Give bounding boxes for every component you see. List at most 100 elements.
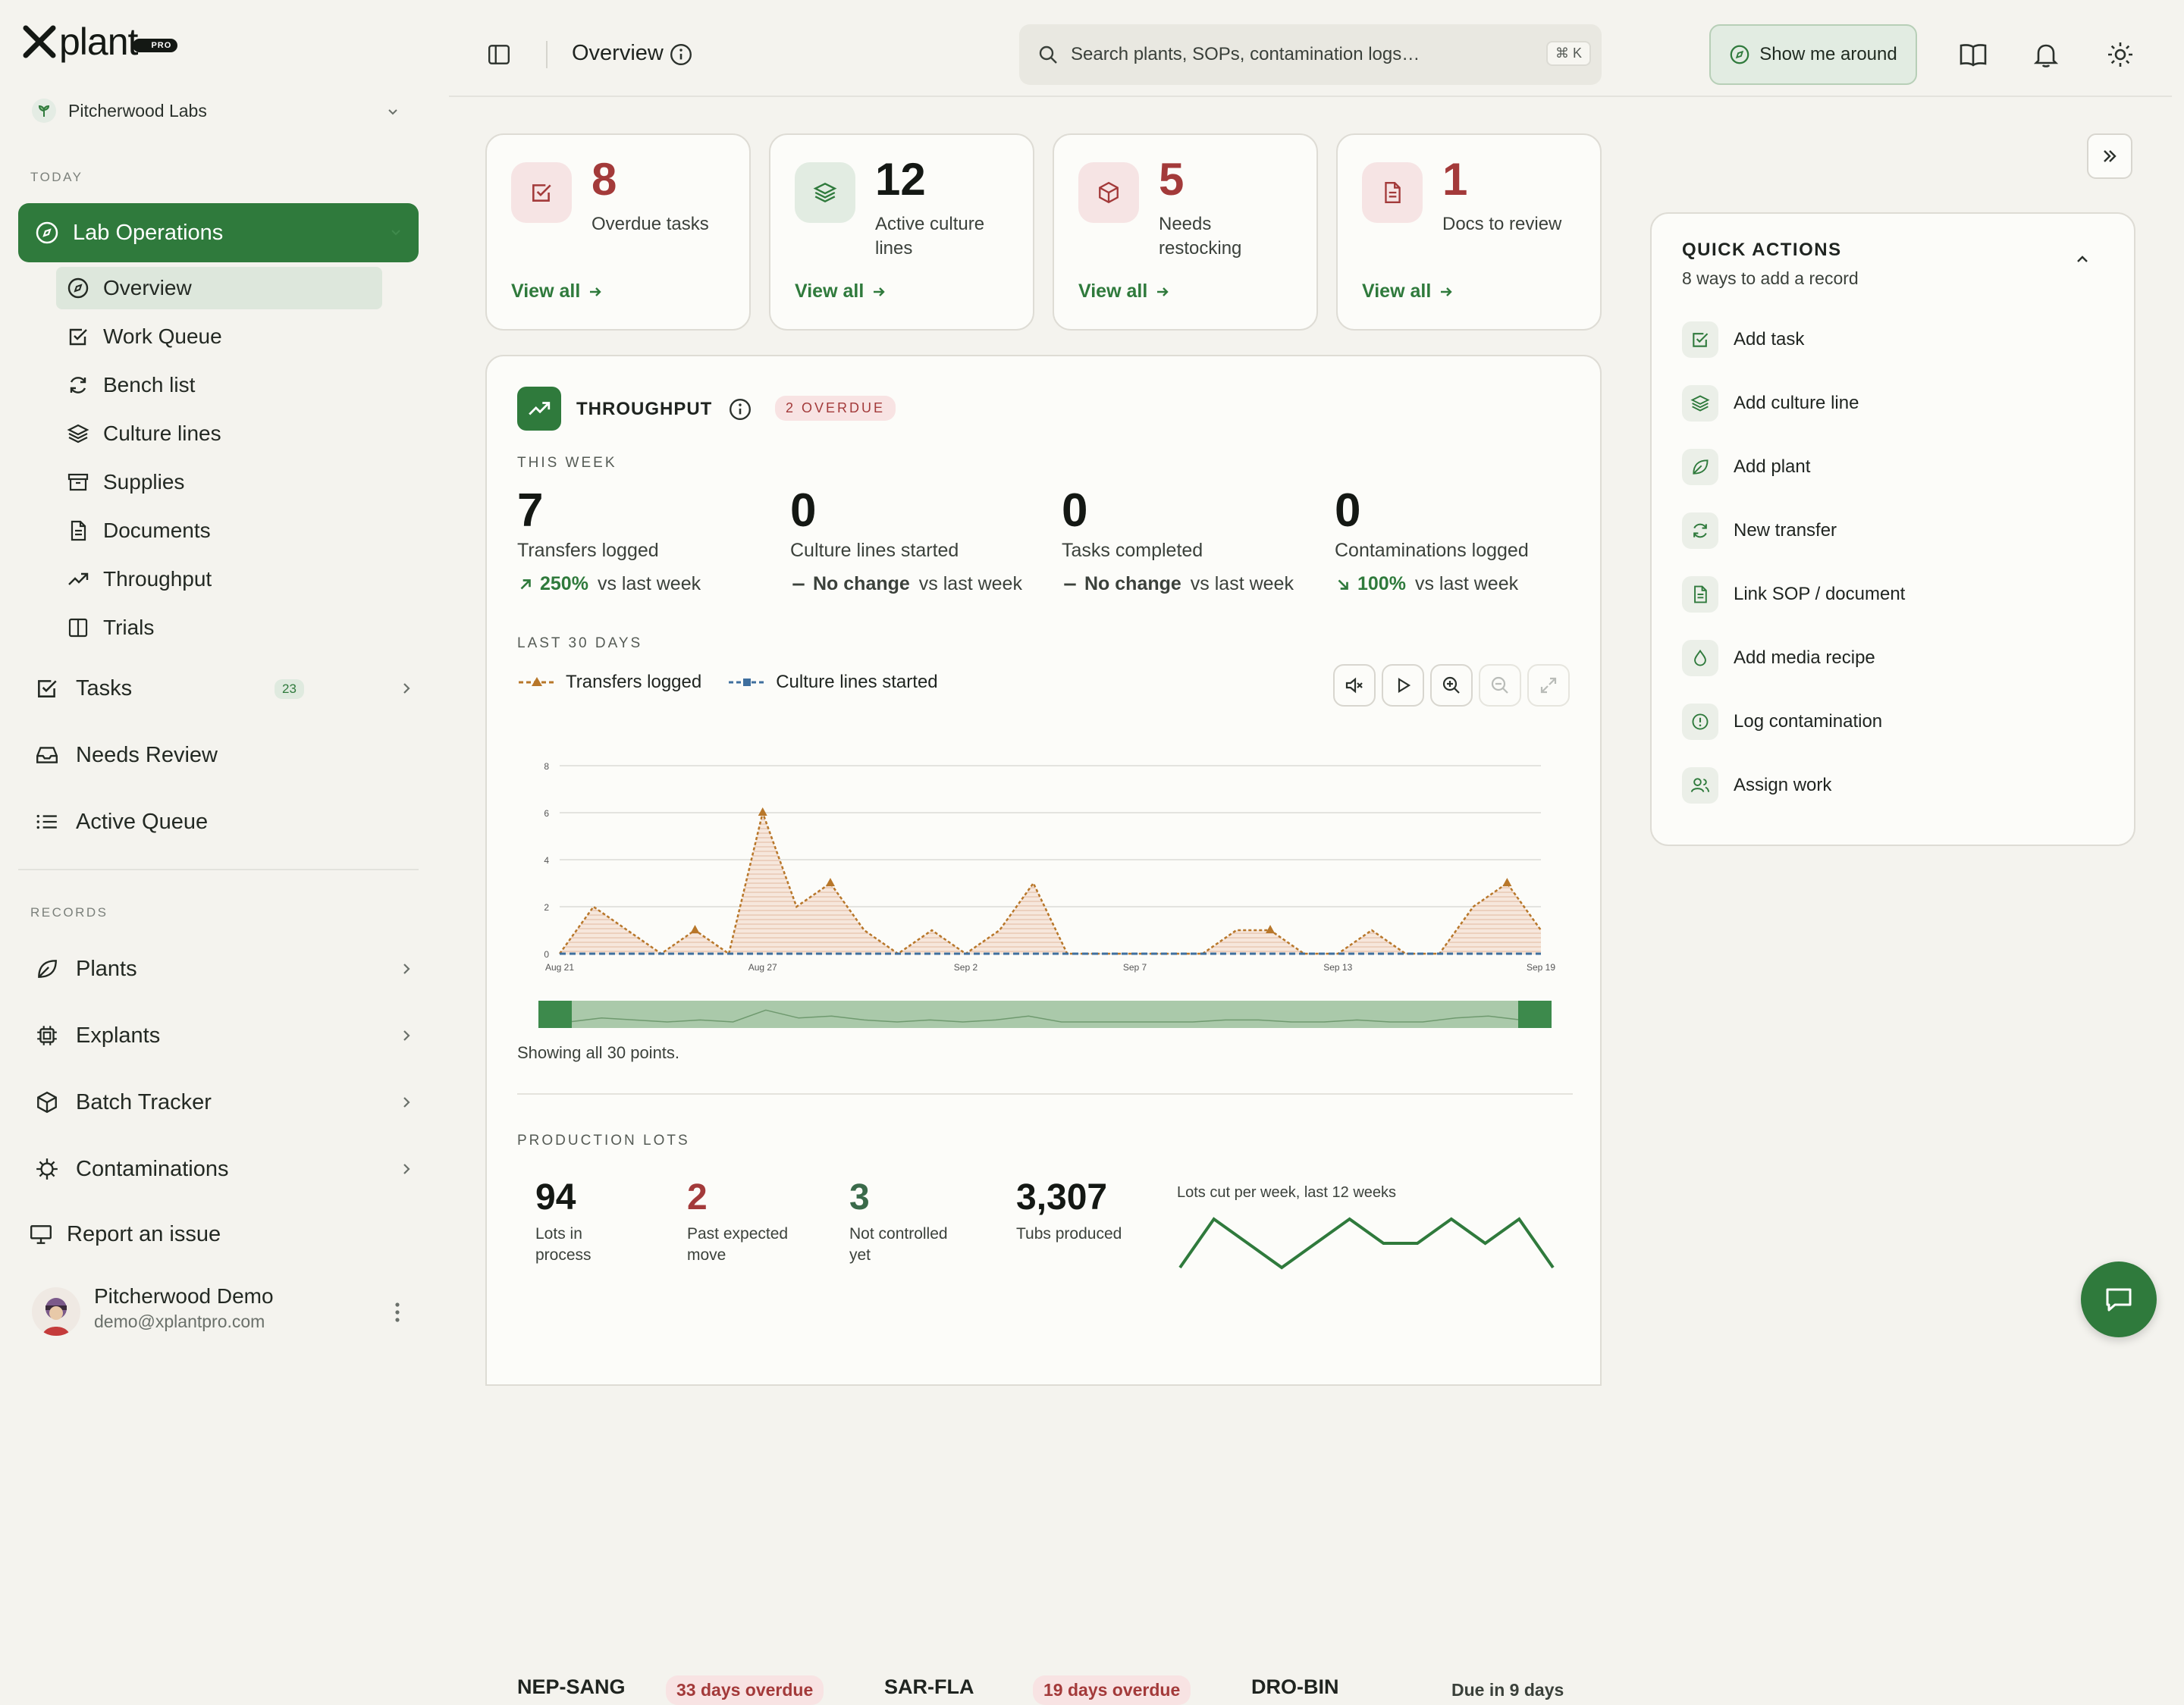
quick-action-label: Add media recipe [1734,647,1875,668]
quick-action-log-contamination[interactable]: Log contamination [1682,700,1882,743]
metric-delta-value: 100% [1357,573,1406,594]
collapse-panel-button[interactable] [2087,133,2132,179]
show-me-around-label: Show me around [1759,44,1897,64]
org-switcher[interactable]: Pitcherwood Labs [32,96,400,126]
sub-item-overview[interactable]: Overview [56,267,382,309]
metric-label: Contaminations logged [1335,540,1529,561]
sub-item-work-queue[interactable]: Work Queue [56,315,382,358]
nav-explants[interactable]: Explants [35,1014,414,1057]
zoom-in-button[interactable] [1430,664,1473,707]
nav-lab-operations[interactable]: Lab Operations [18,203,419,262]
quick-action-label: New transfer [1734,520,1837,541]
view-all-label: View all [795,281,864,302]
nav-plants-label: Plants [76,956,137,981]
document-icon [71,520,86,541]
y-tick-label: 8 [544,761,549,772]
quick-action-add-media-recipe[interactable]: Add media recipe [1682,637,1875,679]
nav-tasks-label: Tasks [76,675,133,700]
view-all-link[interactable]: View all [795,281,886,302]
transfers-point [758,807,767,816]
lots-sparkline [1178,1217,1555,1270]
expand-button[interactable] [1527,664,1570,707]
sub-item-supplies[interactable]: Supplies [56,461,382,503]
sub-item-trials[interactable]: Trials [56,606,382,649]
brush-left-handle[interactable] [538,1001,572,1028]
play-button[interactable] [1382,664,1424,707]
legend-label: Transfers logged [566,672,702,692]
lot-code[interactable]: DRO-BIN [1251,1675,1339,1698]
stat-card-active-culture-lines[interactable]: 12 Active culture lines View all [769,133,1034,331]
report-issue-link[interactable]: Report an issue [29,1213,408,1255]
search-bar[interactable]: Search plants, SOPs, contamination logs…… [1019,24,1602,85]
quick-action-new-transfer[interactable]: New transfer [1682,509,1837,552]
sub-item-throughput[interactable]: Throughput [56,558,382,600]
lot-status-badge: 33 days overdue [666,1675,824,1705]
metric-label: Transfers logged [517,540,659,561]
volume-x-icon [1345,677,1363,694]
nav-tasks[interactable]: Tasks 23 [35,667,414,710]
info-icon[interactable] [669,42,693,67]
sub-item-bench-list[interactable]: Bench list [56,364,382,406]
check-square-icon [38,680,57,697]
quick-action-assign-work[interactable]: Assign work [1682,764,1831,807]
nav-needs-review[interactable]: Needs Review [35,734,414,776]
chat-icon [2106,1288,2132,1312]
show-me-around-button[interactable]: Show me around [1709,24,1917,85]
search-icon [1039,45,1057,64]
stat-value: 8 [592,154,617,205]
quick-action-label: Add plant [1734,456,1811,477]
nav-contaminations[interactable]: Contaminations [35,1148,414,1190]
stat-label: Docs to review [1442,214,1562,234]
quick-action-add-culture-line[interactable]: Add culture line [1682,382,1859,425]
brand-logo[interactable]: plant PRO [23,20,178,63]
brush-right-handle[interactable] [1518,1001,1552,1028]
throughput-chart[interactable]: 0 2 4 6 8 Aug 21 Aug 27 Sep 2 Sep 7 Sep 13 Sep 19 [517,735,1579,986]
sidebar-divider [18,869,419,870]
stat-card-docs-to-review[interactable]: 1 Docs to review View all [1336,133,1602,331]
legend-swatch-culture [729,679,766,686]
quick-actions-subtitle: 8 ways to add a record [1682,268,1859,288]
nav-active-queue[interactable]: Active Queue [35,801,414,843]
mute-button[interactable] [1333,664,1376,707]
book-open-icon[interactable] [1958,39,1988,70]
sun-icon[interactable] [2105,39,2135,70]
throughput-title: THROUGHPUT [576,399,713,419]
lots-stat-value: 3 [849,1177,870,1218]
stat-value: 5 [1159,154,1185,205]
section-divider [517,1093,1573,1095]
nav-batch-tracker[interactable]: Batch Tracker [35,1081,414,1124]
virus-icon [36,1158,58,1180]
user-profile[interactable]: Pitcherwood Demo demo@xplantpro.com [30,1283,410,1340]
quick-action-add-plant[interactable]: Add plant [1682,446,1810,488]
chevron-up-icon[interactable] [2073,250,2091,268]
minus-icon [1064,583,1076,585]
quick-action-add-task[interactable]: Add task [1682,318,1804,361]
lot-code[interactable]: NEP-SANG [517,1675,626,1698]
overdue-badge: 2 OVERDUE [775,396,896,421]
production-lots-label: PRODUCTION LOTS [517,1133,690,1149]
lot-code[interactable]: SAR-FLA [884,1675,974,1698]
sub-item-label: Supplies [103,470,185,494]
stat-card-overdue-tasks[interactable]: 8 Overdue tasks View all [485,133,751,331]
sub-item-culture-lines[interactable]: Culture lines [56,412,382,455]
sidebar-toggle-icon[interactable] [487,42,511,67]
more-vertical-icon[interactable] [393,1301,402,1324]
quick-action-label: Add culture line [1734,393,1859,413]
lots-stat-value: 94 [535,1177,576,1218]
view-all-link[interactable]: View all [511,281,603,302]
zoom-out-button[interactable] [1479,664,1521,707]
chart-range-brush[interactable] [538,999,1552,1030]
quick-action-label: Assign work [1734,775,1832,795]
view-all-link[interactable]: View all [1362,281,1454,302]
info-icon[interactable] [728,397,752,422]
chat-button[interactable] [2081,1262,2157,1337]
stat-card-needs-restocking[interactable]: 5 Needs restocking View all [1053,133,1318,331]
bell-icon[interactable] [2031,39,2061,70]
view-all-link[interactable]: View all [1078,281,1170,302]
stat-label: Active culture lines [875,214,985,259]
chip-icon [37,1026,57,1045]
quick-action-link-sop[interactable]: Link SOP / document [1682,573,1905,616]
nav-explants-label: Explants [76,1023,161,1048]
nav-plants[interactable]: Plants [35,948,414,990]
sub-item-documents[interactable]: Documents [56,509,382,552]
